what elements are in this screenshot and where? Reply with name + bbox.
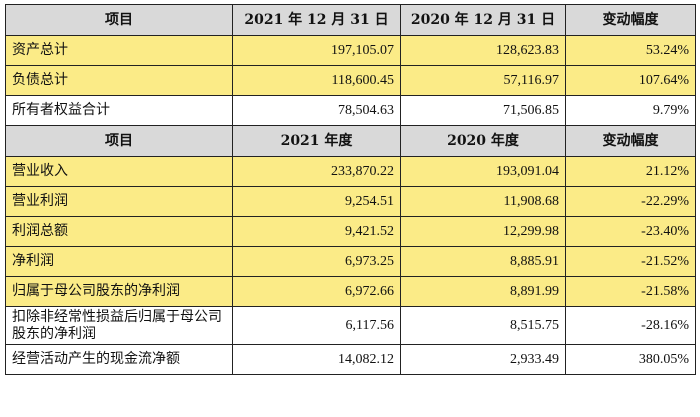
- value-2021: 6,973.25: [232, 246, 401, 277]
- row-label: 营业利润: [5, 186, 233, 217]
- value-2021: 78,504.63: [232, 95, 401, 126]
- value-2020: 8,515.75: [400, 306, 566, 345]
- value-2021: 118,600.45: [232, 65, 401, 96]
- financial-table: 项目 2021 年 12 月 31 日 2020 年 12 月 31 日 变动幅…: [5, 4, 696, 375]
- row-label: 营业收入: [5, 156, 233, 187]
- row-label: 归属于母公司股东的净利润: [5, 276, 233, 307]
- value-2020: 8,891.99: [400, 276, 566, 307]
- table-row-revenue: 营业收入 233,870.22 193,091.04 21.12%: [5, 156, 696, 187]
- value-2021: 14,082.12: [232, 344, 401, 375]
- row-label: 负债总计: [5, 65, 233, 96]
- value-2020: 71,506.85: [400, 95, 566, 126]
- header-change: 变动幅度: [565, 4, 696, 36]
- table-row-parent-net-profit: 归属于母公司股东的净利润 6,972.66 8,891.99 -21.58%: [5, 276, 696, 307]
- header-item: 项目: [5, 125, 233, 157]
- table-row-total-assets: 资产总计 197,105.07 128,623.83 53.24%: [5, 35, 696, 66]
- header-2021-date: 2021 年 12 月 31 日: [232, 4, 401, 36]
- table-row-total-profit: 利润总额 9,421.52 12,299.98 -23.40%: [5, 216, 696, 247]
- header-2021-year: 2021 年度: [232, 125, 401, 157]
- row-label: 利润总额: [5, 216, 233, 247]
- table-row-deducted-net-profit: 扣除非经常性损益后归属于母公司股东的净利润 6,117.56 8,515.75 …: [5, 306, 696, 345]
- value-2021: 9,421.52: [232, 216, 401, 247]
- change-value: -21.58%: [565, 276, 696, 307]
- header-change: 变动幅度: [565, 125, 696, 157]
- row-label: 净利润: [5, 246, 233, 277]
- value-2020: 2,933.49: [400, 344, 566, 375]
- value-2020: 11,908.68: [400, 186, 566, 217]
- value-2021: 9,254.51: [232, 186, 401, 217]
- value-2020: 12,299.98: [400, 216, 566, 247]
- change-value: 21.12%: [565, 156, 696, 187]
- header-item: 项目: [5, 4, 233, 36]
- value-2021: 197,105.07: [232, 35, 401, 66]
- change-value: 9.79%: [565, 95, 696, 126]
- value-2020: 57,116.97: [400, 65, 566, 96]
- balance-header-row: 项目 2021 年 12 月 31 日 2020 年 12 月 31 日 变动幅…: [5, 4, 696, 36]
- change-value: 107.64%: [565, 65, 696, 96]
- change-value: -21.52%: [565, 246, 696, 277]
- row-label: 扣除非经常性损益后归属于母公司股东的净利润: [5, 306, 233, 345]
- value-2021: 6,117.56: [232, 306, 401, 345]
- change-value: 53.24%: [565, 35, 696, 66]
- value-2020: 193,091.04: [400, 156, 566, 187]
- income-header-row: 项目 2021 年度 2020 年度 变动幅度: [5, 125, 696, 157]
- row-label: 资产总计: [5, 35, 233, 66]
- table-row-operating-profit: 营业利润 9,254.51 11,908.68 -22.29%: [5, 186, 696, 217]
- table-row-total-liabilities: 负债总计 118,600.45 57,116.97 107.64%: [5, 65, 696, 96]
- table-row-operating-cash-flow: 经营活动产生的现金流净额 14,082.12 2,933.49 380.05%: [5, 344, 696, 375]
- row-label: 经营活动产生的现金流净额: [5, 344, 233, 375]
- value-2021: 233,870.22: [232, 156, 401, 187]
- row-label: 所有者权益合计: [5, 95, 233, 126]
- value-2020: 8,885.91: [400, 246, 566, 277]
- table-row-net-profit: 净利润 6,973.25 8,885.91 -21.52%: [5, 246, 696, 277]
- header-2020-date: 2020 年 12 月 31 日: [400, 4, 566, 36]
- value-2021: 6,972.66: [232, 276, 401, 307]
- change-value: -23.40%: [565, 216, 696, 247]
- change-value: -22.29%: [565, 186, 696, 217]
- change-value: -28.16%: [565, 306, 696, 345]
- change-value: 380.05%: [565, 344, 696, 375]
- value-2020: 128,623.83: [400, 35, 566, 66]
- table-row-total-equity: 所有者权益合计 78,504.63 71,506.85 9.79%: [5, 95, 696, 126]
- header-2020-year: 2020 年度: [400, 125, 566, 157]
